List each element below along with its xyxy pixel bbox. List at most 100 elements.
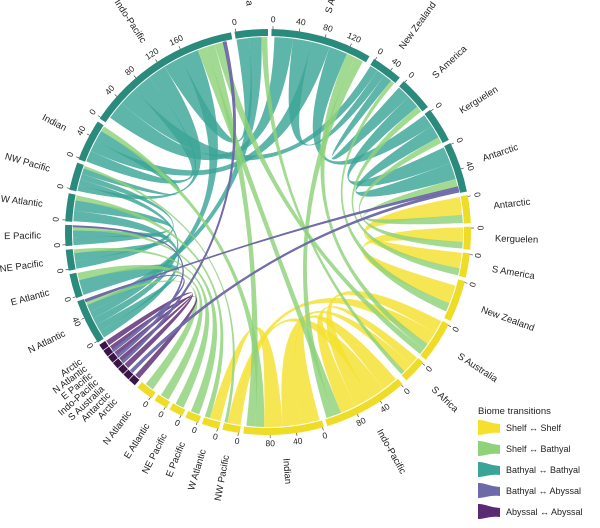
segment-label-b-indian: Indian — [40, 112, 68, 134]
segment-label-b-eatlantic: E Atlantic — [10, 287, 51, 308]
tick-label: 0 — [50, 216, 60, 222]
tick-mark — [66, 187, 70, 189]
ring-segment-s-nepacific — [169, 403, 186, 416]
segment-label-b-nepacific: NE Pacific — [0, 258, 44, 275]
ribbon-s-indian-s-safrica — [281, 310, 411, 427]
ribbon-b-natlantic-b-eatlantic — [79, 264, 180, 332]
ring-segment-b-safrica — [234, 29, 268, 39]
tick-label: 0 — [402, 386, 412, 397]
tick-mark — [155, 59, 158, 63]
segment-label-s-samerica: S America — [491, 264, 536, 282]
tick-mark — [430, 108, 434, 112]
segment-label-s-indian: Indian — [280, 458, 293, 485]
tick-mark — [114, 94, 118, 97]
tick-mark — [450, 142, 454, 145]
ribbon-s-indian-b-indopacific — [206, 44, 258, 427]
ribbon-s-antarctic-b-antarctic — [363, 179, 463, 225]
tick-mark — [448, 325, 452, 328]
segment-label-b-epacific: E Pacific — [4, 230, 41, 242]
segment-label-b-kerguelen: Kerguelen — [458, 84, 501, 116]
ribbon-s-samerica-b-samerica — [351, 106, 460, 276]
tick-label: 80 — [354, 415, 367, 428]
ribbon-b-saustralia-b-kerguelen — [312, 46, 432, 165]
ring-segment-b-antarctic — [444, 143, 467, 193]
ribbon-s-kerguelen-b-kerguelen — [358, 137, 463, 249]
tick-label: 0 — [271, 14, 276, 24]
tick-label: 0 — [55, 183, 66, 190]
tick-label: 0 — [424, 364, 435, 374]
legend-title: Biome transitions — [478, 406, 551, 417]
legend-swatch-shelf_bathyal — [478, 441, 500, 456]
segment-label-s-indopacific: Indo-Pacific — [374, 427, 408, 476]
tick-label: 0 — [157, 409, 166, 420]
ring-segment-b-kerguelen — [424, 109, 449, 144]
ribbon-a-antarctic-b-antarctic — [129, 188, 460, 373]
tick-label: 40 — [390, 56, 404, 70]
ribbon-s-kerguelen-s-nzealand — [361, 227, 463, 304]
ring-segment-b-saustralia — [271, 29, 370, 63]
segment-label-s-safrica: S Africa — [429, 384, 461, 415]
segment-label-b-watlantic: W Atlantic — [0, 194, 44, 210]
ring-segment-s-kerguelen — [463, 226, 472, 250]
legend-label-shelf_shelf: Shelf ↔ Shelf — [506, 423, 562, 433]
ribbon-b-indian-b-nwpacific — [81, 131, 181, 196]
ring-segment-b-indian — [78, 121, 104, 162]
ring-segment-a-saustralia — [118, 364, 128, 375]
segment-label-s-saustralia: S Australia — [455, 351, 500, 385]
ring-segment-a-antarctic — [123, 369, 134, 380]
segment-label-s-watlantic: W Atlantic — [186, 448, 209, 492]
ring-layer — [65, 29, 472, 435]
tick-mark — [404, 79, 408, 83]
tick-label: 0 — [476, 225, 486, 230]
ribbon-b-kerguelen-b-antarctic — [355, 126, 456, 197]
ribbon-s-eatlantic-b-eatlantic — [77, 264, 203, 400]
ribbon-a-arctic-a-natlantic — [109, 296, 198, 379]
tick-mark — [390, 67, 393, 71]
tick-label: 0 — [467, 281, 478, 288]
legend-label-abyssal_abyssal: Abyssal ↔ Abyssal — [506, 507, 583, 517]
tick-label: 0 — [62, 296, 73, 304]
ribbon-b-saustralia-b-indian — [90, 41, 330, 176]
tick-mark — [401, 384, 404, 388]
tick-mark — [460, 167, 464, 170]
segment-label-s-nwpacific: NW Pacific — [213, 454, 232, 502]
ribbon-b-natlantic-b-indopacific — [90, 50, 218, 319]
ring-segment-s-epacific — [185, 411, 201, 423]
tick-mark — [216, 428, 218, 432]
ring-segment-s-safrica — [401, 357, 424, 381]
ring-segment-b-natlantic — [77, 299, 104, 343]
ribbon-b-samerica-b-antarctic — [347, 96, 451, 187]
ribbon-b-saustralia-b-nzealand — [288, 38, 385, 146]
segment-label-b-natlantic: N Atlantic — [26, 328, 67, 356]
tick-label: 0 — [55, 268, 66, 275]
ring-segment-b-indopacific — [99, 32, 233, 123]
legend-label-shelf_bathyal: Shelf ↔ Bathyal — [506, 444, 571, 454]
ribbon-b-antarctic-b-natlantic — [84, 186, 459, 303]
segment-label-b-antarctic: Antarctic — [481, 142, 520, 164]
legend-swatch-bathyal_bathyal — [478, 462, 500, 477]
tick-label: 0 — [231, 17, 238, 28]
tick-label: 40 — [74, 124, 87, 137]
segment-label-s-kerguelen: Kerguelen — [495, 233, 539, 245]
tick-label: 160 — [168, 32, 185, 47]
tick-label: 40 — [70, 315, 83, 328]
segment-label-b-nwpacific: NW Pacific — [4, 151, 52, 174]
ring-segment-a-indopacific — [112, 358, 123, 369]
tick-label: 80 — [265, 438, 275, 448]
tick-label: 40 — [295, 16, 306, 27]
tick-label: 0 — [454, 136, 465, 145]
legend-swatch-bathyal_abyssal — [478, 483, 500, 498]
ribbon-a-saustralia-a-arctic2 — [106, 292, 193, 368]
ribbon-b-epacific-b-nepacific — [73, 230, 172, 261]
tick-label: 0 — [473, 252, 483, 258]
tick-mark — [178, 46, 181, 50]
tick-label: 0 — [234, 436, 240, 447]
tick-label: 0 — [472, 191, 483, 198]
tick-mark — [380, 400, 383, 404]
segment-label-b-saustralia: S Australia — [323, 0, 346, 15]
ring-segment-b-nzealand — [370, 58, 400, 83]
ring-segment-s-natlantic — [137, 382, 156, 399]
ring-segment-b-epacific — [65, 224, 73, 247]
